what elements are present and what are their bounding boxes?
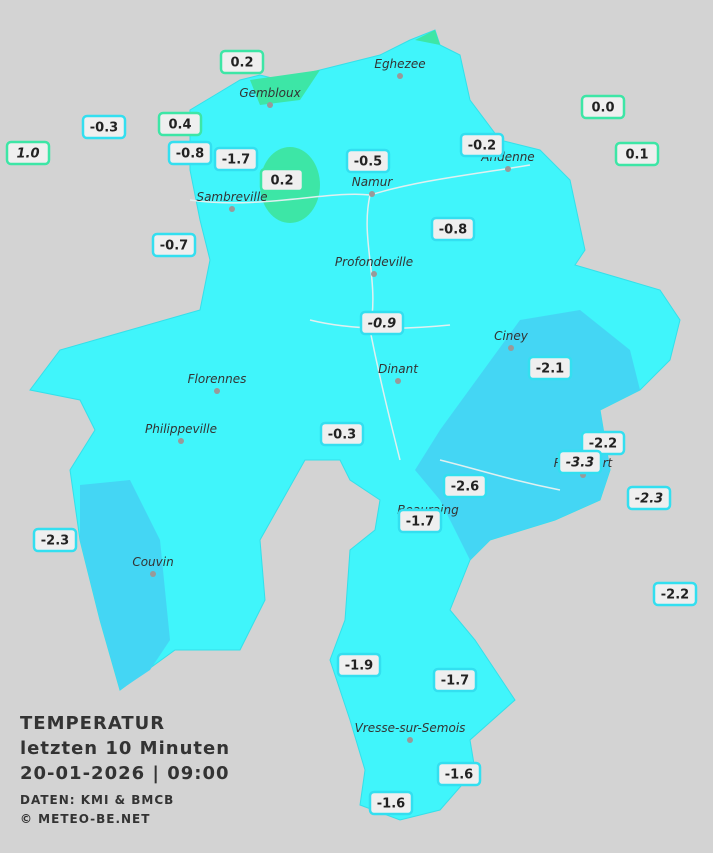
place-name: Namur bbox=[352, 175, 394, 189]
reading: 0.1 bbox=[625, 148, 648, 163]
reading-box bbox=[580, 430, 626, 456]
reading-box bbox=[167, 140, 213, 166]
reading-box bbox=[213, 146, 259, 172]
reading-box bbox=[5, 140, 51, 166]
subtitle: letzten 10 Minuten bbox=[20, 738, 230, 759]
reading: -0.5 bbox=[354, 155, 382, 170]
reading: -1.7 bbox=[222, 153, 250, 168]
source: DATEN: KMI & BMCB bbox=[20, 793, 174, 807]
reading: -0.8 bbox=[176, 147, 204, 162]
reading: 0.2 bbox=[270, 174, 293, 189]
reading-box bbox=[157, 111, 203, 137]
reading-box bbox=[32, 527, 78, 553]
reading-box bbox=[151, 232, 197, 258]
reading-box bbox=[319, 421, 365, 447]
timestamp: 20-01-2026 | 09:00 bbox=[20, 763, 230, 784]
place-name: Florennes bbox=[188, 372, 247, 386]
place-name: Dinant bbox=[378, 362, 419, 376]
place-dot bbox=[214, 388, 220, 394]
reading: -3.3 bbox=[566, 456, 594, 471]
reading: -1.9 bbox=[345, 659, 373, 674]
reading: -1.6 bbox=[377, 797, 405, 812]
warm-zone bbox=[415, 30, 440, 45]
reading: -0.9 bbox=[368, 317, 396, 332]
reading-box bbox=[652, 581, 698, 607]
reading-box bbox=[368, 790, 414, 816]
reading: 1.0 bbox=[16, 147, 39, 162]
reading: -1.7 bbox=[406, 515, 434, 530]
reading: -2.6 bbox=[451, 480, 479, 495]
reading-box bbox=[359, 310, 405, 336]
place-dot bbox=[150, 571, 156, 577]
reading-box bbox=[81, 114, 127, 140]
reading-box bbox=[442, 473, 488, 499]
reading-box bbox=[397, 508, 443, 534]
place-dot bbox=[397, 73, 403, 79]
reading: -0.7 bbox=[160, 239, 188, 254]
place-dot bbox=[369, 191, 375, 197]
place-name: Couvin bbox=[132, 555, 173, 569]
reading: -2.2 bbox=[661, 588, 689, 603]
place-dot bbox=[395, 378, 401, 384]
cold-zone bbox=[80, 480, 170, 690]
reading-box bbox=[432, 667, 478, 693]
place-name: Sambreville bbox=[196, 190, 267, 204]
place-dot bbox=[407, 737, 413, 743]
reading: -2.1 bbox=[536, 362, 564, 377]
reading: -1.7 bbox=[441, 674, 469, 689]
reading: -1.6 bbox=[445, 768, 473, 783]
reading: 0.4 bbox=[168, 118, 191, 133]
reading: -0.3 bbox=[328, 428, 356, 443]
place-name: Philippeville bbox=[145, 422, 217, 436]
reading-box bbox=[259, 167, 305, 193]
place-name: Eghezee bbox=[374, 57, 425, 71]
reading-box bbox=[336, 652, 382, 678]
reading: -0.2 bbox=[468, 139, 496, 154]
reading: -2.3 bbox=[635, 492, 663, 507]
reading-box bbox=[626, 485, 672, 511]
copyright: © METEO-BE.NET bbox=[20, 812, 150, 826]
reading-box bbox=[527, 355, 573, 381]
reading: 0.2 bbox=[230, 56, 253, 71]
reading: -2.2 bbox=[589, 437, 617, 452]
reading-box bbox=[345, 148, 391, 174]
reading-box bbox=[219, 49, 265, 75]
place-name: Profondeville bbox=[335, 255, 413, 269]
place-name: Gembloux bbox=[239, 86, 301, 100]
reading: -0.8 bbox=[439, 223, 467, 238]
place-dot bbox=[178, 438, 184, 444]
reading-box bbox=[580, 94, 626, 120]
reading: 0.0 bbox=[591, 101, 614, 116]
reading: -0.3 bbox=[90, 121, 118, 136]
place-name: Ciney bbox=[494, 329, 529, 343]
title: TEMPERATUR bbox=[20, 713, 165, 734]
reading-box bbox=[430, 216, 476, 242]
place-name: Vresse-sur-Semois bbox=[355, 721, 466, 735]
reading: -2.3 bbox=[41, 534, 69, 549]
place-dot bbox=[371, 271, 377, 277]
warm-zone bbox=[250, 70, 320, 105]
reading-box bbox=[459, 132, 505, 158]
place-dot bbox=[508, 345, 514, 351]
place-dot bbox=[229, 206, 235, 212]
reading-box bbox=[557, 449, 603, 475]
place-dot bbox=[505, 166, 511, 172]
place-dot bbox=[267, 102, 273, 108]
reading-box bbox=[614, 141, 660, 167]
reading-box bbox=[436, 761, 482, 787]
